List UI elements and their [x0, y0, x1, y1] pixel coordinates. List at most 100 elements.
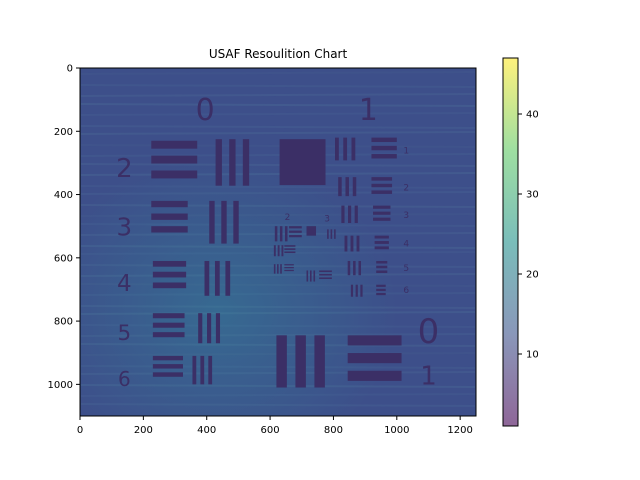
streak [80, 84, 476, 88]
bar-center-v-e [306, 270, 309, 282]
streak [80, 191, 476, 195]
bar-group2-h [151, 170, 198, 179]
streak [80, 153, 476, 157]
bar-right-h-4 [374, 246, 389, 250]
bar-right-h-6 [376, 288, 386, 292]
group-label-4: 4 [117, 271, 132, 297]
colorbar-ticks: 10 20 30 40 [518, 110, 539, 361]
bar-bottom-v [314, 335, 325, 388]
bar-group6-h [152, 355, 183, 361]
x-axis: 0 200 400 600 800 1000 1200 [77, 416, 473, 436]
x-tick-label-5: 1000 [384, 425, 409, 436]
bar-bottom-h [347, 370, 402, 381]
streak [80, 103, 476, 107]
bar-center-v-d [273, 264, 276, 274]
y-tick-label-3: 600 [54, 253, 73, 264]
colorbar-tick-label-1: 20 [526, 270, 539, 281]
colorbar-gradient [503, 58, 518, 426]
bar-group5-v [207, 313, 212, 344]
bar-group4-v [204, 260, 210, 296]
usaf-target-marks: 2 3 4 5 6 0 1 0 1 1 2 3 4 5 6 2 3 [116, 93, 439, 391]
group-label-2: 2 [116, 154, 133, 184]
bar-group6-h [152, 364, 183, 369]
bar-center-h-c [284, 251, 296, 254]
bar-right-h-2 [371, 177, 393, 181]
streak [80, 292, 476, 296]
streak [80, 311, 476, 315]
right-label-2: 2 [403, 183, 409, 193]
colorbar-tick-label-3: 40 [526, 110, 539, 121]
bar-right-h-6 [376, 292, 386, 296]
bar-bottom-v [276, 335, 287, 388]
bar-center-h-e [319, 273, 332, 276]
bar-group2-v [215, 139, 222, 186]
bar-center-v-a [274, 226, 278, 242]
bar-group6-v [200, 355, 205, 385]
bar-group5-v [215, 313, 221, 344]
right-label-4: 4 [403, 240, 409, 250]
colorbar-tick-label-2: 30 [526, 190, 539, 201]
colorbar-frame [502, 57, 519, 427]
bar-bottom-h [347, 335, 402, 346]
streak [80, 213, 476, 217]
bar-center-v-a [279, 226, 283, 242]
bar-right-h-1 [371, 154, 397, 159]
bar-center-v-b [327, 229, 329, 239]
axes-frame [79, 67, 477, 417]
streak [80, 144, 476, 148]
colorbar: 10 20 30 40 [502, 57, 539, 427]
streak [80, 131, 476, 135]
x-tick-label-6: 1200 [447, 425, 472, 436]
colorbar-tick-label-0: 10 [526, 350, 539, 361]
bar-center-v-e [309, 270, 312, 282]
bar-right-h-6 [376, 284, 386, 287]
streak [80, 305, 476, 309]
x-tick-label-4: 800 [324, 425, 343, 436]
bar-right-v-5 [353, 260, 356, 276]
bar-center-v-c [281, 245, 284, 257]
bar-center-h-a [289, 226, 302, 229]
bar-right-h-3 [373, 205, 391, 209]
bar-group3-v [221, 200, 227, 244]
bar-right-v-6 [360, 284, 363, 297]
group-label-5: 5 [118, 321, 132, 346]
bar-right-v-3 [341, 205, 345, 224]
center-label-2: 2 [285, 213, 291, 223]
bar-group5-h [152, 313, 185, 319]
x-tick-label-0: 0 [77, 425, 83, 436]
right-label-3: 3 [403, 211, 409, 221]
bar-right-h-5 [376, 265, 388, 269]
bar-group2-h [151, 155, 198, 164]
bar-group4-v [225, 260, 231, 296]
right-label-5: 5 [403, 264, 409, 274]
x-tick-label-2: 400 [197, 425, 216, 436]
bar-bottom-v [295, 335, 306, 388]
bar-right-h-4 [374, 241, 389, 244]
bar-center-h-a [289, 230, 302, 233]
bar-right-v-2 [352, 177, 357, 197]
bar-right-v-5 [358, 260, 362, 276]
bar-group4-h [152, 260, 187, 267]
streak [80, 223, 476, 227]
bar-right-h-3 [373, 217, 391, 221]
bar-center-h-d [284, 269, 294, 272]
bar-group3-v [209, 200, 215, 244]
bar-group4-h [152, 271, 187, 278]
bar-group2-h [151, 140, 198, 149]
bar-right-v-1 [343, 137, 348, 161]
bar-group3-h [151, 200, 188, 208]
bar-right-h-2 [371, 190, 393, 194]
bar-right-v-1 [335, 137, 339, 161]
bar-bottom-h [347, 353, 402, 364]
bar-center-h-d [284, 264, 294, 266]
y-tick-label-2: 400 [54, 190, 73, 201]
streak [80, 125, 476, 129]
bar-center-h-c [284, 245, 296, 247]
streak [80, 273, 476, 277]
bar-center-v-d [280, 264, 282, 274]
bar-right-v-3 [354, 205, 358, 224]
bar-center-v-b [334, 229, 336, 239]
streak [80, 283, 476, 287]
bar-right-v-4 [350, 235, 354, 252]
square-small [306, 226, 317, 236]
